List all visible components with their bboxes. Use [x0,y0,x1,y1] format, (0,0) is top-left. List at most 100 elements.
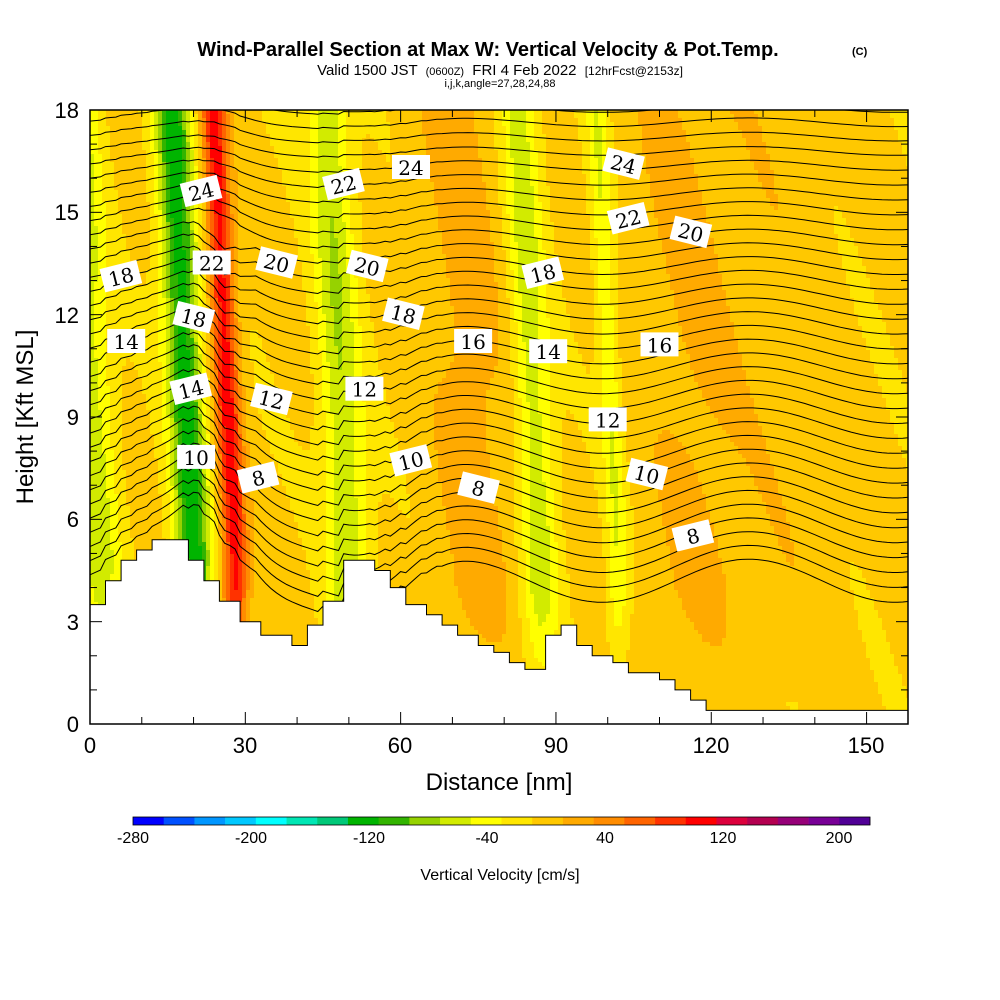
velocity-cell [302,130,307,135]
velocity-cell [434,138,439,143]
velocity-cell [238,138,243,143]
velocity-cell [818,114,823,119]
velocity-cell [338,134,343,139]
velocity-cell [270,118,275,123]
velocity-cell [478,122,483,127]
velocity-cell [630,114,635,119]
velocity-cell [902,114,907,119]
velocity-cell [458,142,463,147]
velocity-cell [482,114,487,119]
velocity-cell [866,130,871,135]
velocity-cell [466,122,471,127]
velocity-cell [446,114,451,119]
velocity-cell [258,126,263,131]
velocity-cell [226,130,231,135]
velocity-cell [774,126,779,131]
velocity-cell [690,122,695,127]
velocity-cell [642,130,647,135]
velocity-cell [442,126,447,131]
velocity-cell [282,118,287,123]
velocity-cell [642,122,647,127]
velocity-cell [274,142,279,147]
velocity-cell [754,134,759,139]
velocity-cell [190,126,195,131]
velocity-cell [550,126,555,131]
velocity-cell [166,142,171,147]
velocity-cell [310,122,315,127]
velocity-cell [518,114,523,119]
velocity-cell [666,126,671,131]
velocity-cell [242,134,247,139]
velocity-cell [598,134,603,139]
velocity-cell [102,126,107,131]
velocity-cell [726,134,731,139]
velocity-cell [202,126,207,131]
velocity-cell [674,130,679,135]
velocity-cell [378,114,383,119]
velocity-cell [558,142,563,147]
velocity-cell [670,118,675,123]
velocity-cell [254,142,259,147]
velocity-cell [638,134,643,139]
velocity-cell [810,114,815,119]
velocity-cell [322,142,327,147]
velocity-cell [666,118,671,123]
velocity-cell [794,114,799,119]
velocity-cell [350,142,355,147]
velocity-cell [690,130,695,135]
velocity-cell [642,134,647,139]
velocity-cell [574,130,579,135]
velocity-cell [274,118,279,123]
velocity-cell [562,134,567,139]
velocity-cell [606,142,611,147]
velocity-cell [730,126,735,131]
velocity-cell [142,130,147,135]
velocity-cell [722,138,727,143]
chart-title: Wind-Parallel Section at Max W: Vertical… [197,39,778,61]
velocity-cell [390,130,395,135]
velocity-cell [510,130,515,135]
velocity-cell [234,118,239,123]
velocity-cell [494,118,499,123]
velocity-cell [386,118,391,123]
velocity-cell [606,134,611,139]
velocity-cell [178,130,183,135]
velocity-cell [646,114,651,119]
velocity-cell [434,142,439,147]
velocity-cell [778,114,783,119]
velocity-cell [302,118,307,123]
velocity-cell [310,114,315,119]
velocity-cell [358,142,363,147]
velocity-cell [866,126,871,131]
velocity-cell [322,130,327,135]
velocity-cell [218,126,223,131]
velocity-cell [166,114,171,119]
velocity-cell [538,114,543,119]
velocity-cell [514,138,519,143]
velocity-cell [374,134,379,139]
velocity-cell [226,134,231,139]
velocity-cell [830,114,835,119]
subtitle-prefix: Valid 1500 JST [317,62,417,79]
velocity-cell [890,130,895,135]
velocity-cell [530,126,535,131]
velocity-cell [722,122,727,127]
velocity-cell [410,142,415,147]
velocity-cell [874,114,879,119]
velocity-cell [506,138,511,143]
velocity-cell [534,126,539,131]
velocity-cell [302,142,307,147]
velocity-cell [534,142,539,147]
velocity-cell [134,114,139,119]
velocity-cell [670,138,675,143]
velocity-cell [162,114,167,119]
velocity-cell [658,130,663,135]
velocity-cell [126,130,131,135]
velocity-cell [142,122,147,127]
velocity-cell [578,130,583,135]
velocity-cell [902,138,907,143]
velocity-cell [478,138,483,143]
velocity-cell [198,126,203,131]
velocity-cell [586,130,591,135]
velocity-cell [422,114,427,119]
